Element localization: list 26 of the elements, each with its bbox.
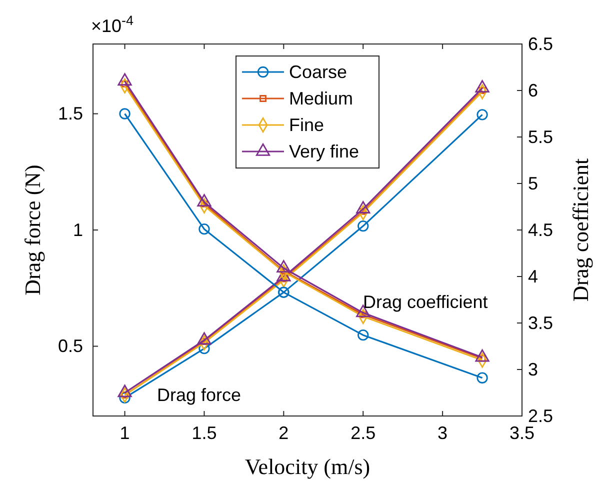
x-tick-label: 1 xyxy=(120,422,130,443)
y2-tick-label: 3 xyxy=(528,359,538,380)
annotation: Drag coefficient xyxy=(363,292,488,312)
x-axis-title: Velocity (m/s) xyxy=(244,454,370,479)
y2-tick-label: 3.5 xyxy=(528,312,554,333)
y-axis-title: Drag force (N) xyxy=(20,164,45,296)
y2-tick-label: 5 xyxy=(528,173,538,194)
x-tick-label: 2 xyxy=(278,422,289,443)
x-tick-label: 2.5 xyxy=(350,422,376,443)
y2-tick-label: 6.5 xyxy=(528,34,554,54)
legend-label: Medium xyxy=(289,88,354,108)
annotation: Drag force xyxy=(157,385,242,405)
x-tick-label: 3 xyxy=(438,422,448,443)
y2-tick-label: 4 xyxy=(528,266,538,286)
legend-label: Coarse xyxy=(289,62,348,82)
y2-axis-title: Drag coefficient xyxy=(568,158,593,302)
y-tick-label: 1.5 xyxy=(58,104,83,124)
legend-label: Fine xyxy=(289,115,324,135)
y2-tick-label: 6 xyxy=(528,80,538,100)
y-tick-label: 1 xyxy=(72,220,83,240)
y2-tick-label: 5.5 xyxy=(528,126,554,147)
text: ×10$^{-4}$ xyxy=(91,12,134,36)
y2-tick-label: 4.5 xyxy=(528,220,554,240)
x-tick-label: 1.5 xyxy=(192,422,217,443)
y-tick-label: 0.5 xyxy=(58,336,83,356)
legend-label: Very fine xyxy=(289,142,360,162)
